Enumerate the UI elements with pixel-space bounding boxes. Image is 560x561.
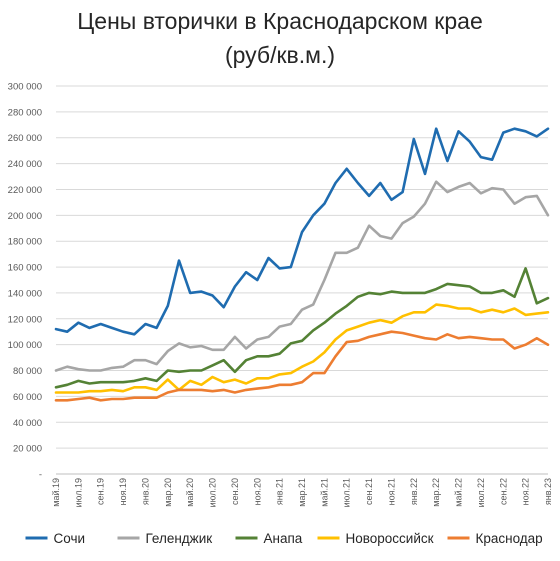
x-tick-label: сен.22 [498, 478, 508, 505]
x-axis: май.19 июл.19 сен.19 ноя.19 янв.20 мар.20 май.… [51, 473, 553, 507]
x-tick-label: сен.21 [364, 478, 374, 505]
x-tick-label: ноя.19 [118, 478, 128, 505]
legend-label: Сочи [54, 531, 86, 546]
x-tick-label: ноя.21 [386, 478, 396, 505]
x-tick-label: сен.20 [230, 478, 240, 505]
x-tick-label: янв.20 [140, 478, 150, 505]
series-line [54, 127, 550, 336]
legend-label: Краснодар [476, 531, 543, 546]
x-tick-label: мар.22 [431, 478, 441, 507]
y-axis: - 20 000 40 000 60 000 80 000 100 000 120 000 1… [8, 82, 42, 481]
y-tick-label: 80 000 [13, 366, 42, 377]
legend-item: Краснодар [447, 531, 543, 546]
chart-subtitle: (руб/кв.м.) [224, 42, 336, 68]
legend-item: Анапа [235, 531, 303, 546]
legend-label: Геленджик [146, 531, 213, 546]
x-tick-label: сен.19 [96, 478, 106, 505]
x-tick-label: янв.21 [275, 478, 285, 505]
y-tick-label: 20 000 [13, 444, 42, 455]
x-tick-label: май.21 [319, 478, 329, 507]
x-tick-label: июл.20 [208, 478, 218, 507]
series-line [54, 330, 550, 402]
x-tick-label: янв.22 [409, 478, 419, 505]
series-lines [54, 127, 550, 402]
gridlines [56, 85, 548, 475]
y-tick-label: 220 000 [8, 185, 42, 196]
x-tick-label: ноя.20 [252, 478, 262, 505]
x-tick-label: янв.23 [543, 478, 553, 505]
legend-item: Сочи [25, 531, 86, 546]
series-line [54, 180, 550, 372]
y-tick-label: 120 000 [8, 314, 42, 325]
series-line [54, 267, 550, 389]
legend-item: Геленджик [117, 531, 213, 546]
x-tick-label: июл.19 [73, 478, 83, 507]
y-tick-label: 280 000 [8, 107, 42, 118]
legend-item: Новороссийск [317, 531, 434, 546]
x-tick-label: июл.21 [342, 478, 352, 507]
series-line [54, 303, 550, 394]
y-tick-label: 160 000 [8, 263, 42, 274]
y-tick-label: 200 000 [8, 211, 42, 222]
y-tick-label: 140 000 [8, 288, 42, 299]
y-tick-label: - [39, 470, 42, 481]
chart-title: Цены вторички в Краснодарском крае [77, 8, 483, 34]
x-tick-label: май.22 [454, 478, 464, 507]
y-tick-label: 100 000 [8, 340, 42, 351]
x-tick-label: май.20 [185, 478, 195, 507]
x-tick-label: июл.22 [476, 478, 486, 507]
y-tick-label: 260 000 [8, 133, 42, 144]
legend-label: Новороссийск [346, 531, 434, 546]
y-tick-label: 40 000 [13, 418, 42, 429]
y-tick-label: 180 000 [8, 237, 42, 248]
y-tick-label: 240 000 [8, 159, 42, 170]
x-tick-label: мар.20 [163, 478, 173, 507]
legend-label: Анапа [264, 531, 303, 546]
x-tick-label: май.19 [51, 478, 61, 507]
x-tick-label: мар.21 [297, 478, 307, 507]
legend: Сочи Геленджик Анапа Новороссийск Краснодар [25, 531, 543, 546]
y-tick-label: 60 000 [13, 392, 42, 403]
y-tick-label: 300 000 [8, 82, 42, 93]
x-tick-label: ноя.22 [521, 478, 531, 505]
